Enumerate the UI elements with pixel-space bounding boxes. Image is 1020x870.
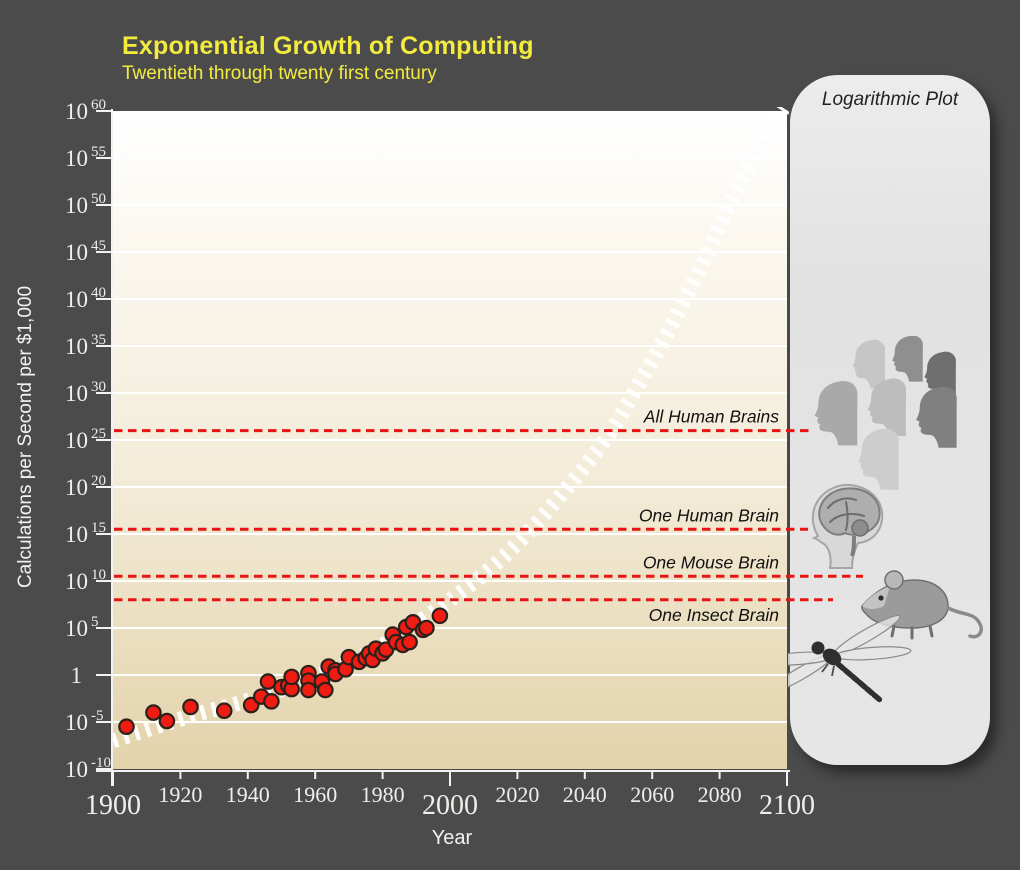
reference-line-label: All Human Brains: [643, 407, 779, 427]
data-point: [404, 614, 422, 631]
plot-area: [113, 111, 787, 769]
y-tick-exponent: 55: [91, 144, 106, 160]
scatter-points: [118, 607, 449, 735]
data-point: [279, 677, 297, 694]
data-point: [320, 658, 337, 675]
y-tick-label: 10: [65, 381, 88, 406]
data-point: [317, 681, 334, 699]
x-tick-label: 2060: [630, 782, 674, 807]
y-tick-label: 10: [65, 710, 88, 735]
y-tick-label: 10: [65, 240, 88, 265]
data-point: [327, 661, 344, 679]
chart-title: Exponential Growth of Computing: [122, 32, 534, 60]
x-tick-label: 1980: [361, 782, 405, 807]
trend-band: [113, 107, 789, 748]
y-tick-exponent: 30: [91, 379, 106, 395]
data-point: [397, 618, 415, 636]
data-point: [182, 698, 199, 716]
y-axis-title: Calculations per Second per $1,000: [15, 285, 36, 589]
y-tick-label: 10: [65, 475, 88, 500]
mouse-icon: [861, 570, 983, 640]
y-tick-label: 10: [65, 569, 88, 594]
y-tick-exponent: 25: [91, 426, 106, 442]
data-point: [374, 645, 391, 662]
x-tick-label: 2100: [759, 790, 815, 821]
x-tick-label: 2020: [495, 782, 539, 807]
data-point: [283, 680, 300, 698]
y-tick-exponent: 15: [91, 520, 106, 536]
data-point: [357, 649, 375, 667]
data-point: [364, 651, 381, 669]
y-tick-exponent: 45: [91, 238, 106, 254]
data-point: [418, 619, 435, 637]
data-point: [394, 636, 412, 654]
y-tick-label: 10: [65, 522, 88, 547]
data-point: [242, 696, 260, 714]
x-tick-label: 1960: [293, 782, 337, 807]
data-point: [145, 704, 162, 721]
dragonfly-icon: [788, 614, 912, 703]
x-tick-label: 2040: [563, 782, 607, 807]
x-tick-label: 2000: [422, 790, 478, 821]
x-tick-label: 2080: [698, 782, 742, 807]
data-point: [313, 673, 331, 690]
y-tick-exponent: 40: [91, 285, 106, 301]
y-tick-label: 10: [65, 193, 88, 218]
y-tick-label: 10: [65, 428, 88, 453]
data-point: [300, 672, 317, 689]
reference-line-label: One Mouse Brain: [643, 552, 779, 572]
y-tick-exponent: 20: [91, 473, 106, 489]
data-point: [283, 668, 300, 686]
x-tick-label: 1900: [85, 790, 141, 821]
y-tick-exponent: -10: [91, 755, 111, 771]
y-tick-exponent: 50: [91, 191, 106, 207]
data-point: [300, 664, 317, 682]
y-tick-label: 10: [65, 99, 88, 124]
data-point: [118, 718, 135, 735]
data-point: [377, 641, 395, 658]
y-tick-label: 10: [65, 287, 88, 312]
data-point: [340, 648, 358, 666]
y-tick-exponent: 35: [91, 332, 106, 348]
data-point: [215, 702, 233, 720]
data-point: [387, 633, 405, 651]
reference-line-label: One Human Brain: [639, 505, 779, 525]
x-tick-label: 1940: [226, 782, 270, 807]
x-tick-label: 1920: [158, 782, 202, 807]
y-tick-label: 10: [65, 334, 88, 359]
y-tick-label: 10: [65, 146, 88, 171]
y-tick-label: 10: [65, 616, 88, 641]
y-tick-exponent: 60: [91, 97, 106, 113]
data-point: [367, 640, 385, 657]
chart-subtitle: Twentieth through twenty first century: [122, 63, 437, 84]
y-tick-exponent: -5: [91, 708, 104, 724]
y-tick-exponent: 10: [91, 567, 106, 583]
data-point: [252, 688, 270, 705]
y-tick-label: 1: [71, 663, 83, 688]
data-point: [431, 607, 449, 625]
data-point: [401, 633, 418, 651]
data-point: [273, 678, 290, 696]
data-point: [263, 693, 280, 710]
reference-line-label: One Insect Brain: [649, 605, 779, 625]
human-brain-icon: [811, 484, 884, 569]
data-point: [259, 673, 277, 690]
x-axis-title: Year: [431, 827, 473, 849]
data-point: [360, 645, 378, 662]
y-tick-label: 10: [65, 757, 88, 782]
data-point: [337, 661, 354, 678]
side-panel-label: Logarithmic Plot: [821, 89, 959, 110]
data-point: [350, 653, 368, 671]
data-point: [414, 621, 432, 639]
data-point: [300, 681, 317, 699]
data-point: [384, 626, 402, 643]
y-tick-exponent: 5: [91, 614, 99, 630]
data-point: [158, 712, 176, 730]
data-point: [327, 665, 344, 683]
